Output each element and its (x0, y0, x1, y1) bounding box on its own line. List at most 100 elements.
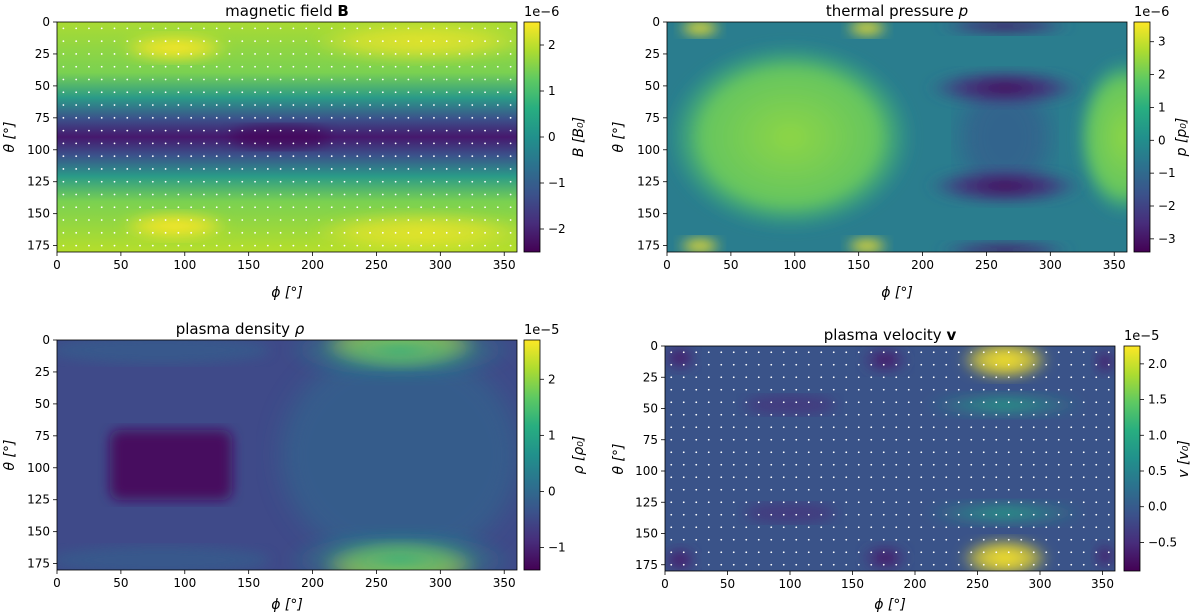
quiver-dot (75, 193, 78, 196)
quiver-dot (757, 438, 760, 441)
quiver-dot (190, 142, 193, 145)
quiver-dot (279, 231, 282, 234)
x-tick-label: 300 (1029, 577, 1052, 591)
quiver-dot (957, 451, 960, 454)
quiver-dot (113, 129, 116, 132)
quiver-dot (215, 231, 218, 234)
quiver-dot (433, 193, 435, 196)
quiver-dot (1070, 513, 1073, 516)
quiver-dot (982, 463, 985, 466)
quiver-dot (113, 116, 116, 119)
axes-frame (56, 21, 518, 253)
quiver-dot (932, 451, 935, 454)
quiver-dot (420, 206, 423, 209)
colorbar-ticks: −3 −2 −1 0 1 2 3 (1150, 35, 1176, 246)
quiver-dot (1020, 388, 1023, 391)
quiver-dot (215, 193, 218, 196)
quiver-dot (496, 78, 499, 81)
quiver-dot (445, 65, 448, 68)
quiver-dot (857, 463, 860, 466)
y-tick-label: 150 (635, 527, 658, 541)
quiver-dot (1045, 563, 1048, 566)
quiver-dot (215, 116, 218, 119)
quiver-dot (458, 231, 461, 234)
quiver-dot (343, 219, 346, 221)
quiver-dot (720, 551, 723, 554)
quiver-dot (907, 488, 910, 491)
quiver-dot (1045, 388, 1048, 391)
colorbar-tick-label: −0.5 (1148, 535, 1177, 549)
quiver-dot (1032, 351, 1035, 354)
quiver-dot (1007, 463, 1010, 466)
quiver-dot (982, 451, 985, 454)
quiver-dot (177, 168, 180, 170)
quiver-dot (445, 231, 448, 234)
quiver-dot (177, 104, 180, 106)
quiver-dot (1045, 476, 1048, 479)
quiver-dot (895, 488, 898, 491)
quiver-dot (177, 91, 180, 94)
quiver-dot (695, 526, 698, 529)
quiver-dot (164, 27, 167, 30)
quiver-dot (807, 526, 810, 529)
quiver-dot (266, 155, 269, 158)
quiver-dot (832, 501, 835, 504)
quiver-dot (1032, 551, 1035, 554)
quiver-dot (484, 40, 486, 43)
quiver-dot (190, 129, 193, 132)
quiver-dot (164, 219, 167, 221)
y-tick-label: 50 (35, 397, 50, 411)
quiver-dot (832, 476, 835, 479)
quiver-dot (995, 526, 998, 529)
quiver-dot (982, 426, 985, 429)
y-tick-label: 25 (643, 370, 658, 384)
quiver-dot (381, 53, 384, 55)
quiver-dot (757, 363, 760, 366)
quiver-dot (1045, 363, 1048, 366)
quiver-dot (88, 168, 90, 170)
quiver-dot (343, 244, 346, 247)
quiver-dot (215, 65, 218, 68)
quiver-dot (407, 219, 410, 221)
quiver-dot (164, 78, 167, 81)
quiver-dot (330, 231, 333, 234)
quiver-dot (857, 538, 860, 541)
quiver-dot (882, 401, 885, 404)
quiver-dot (707, 376, 710, 379)
quiver-dot (126, 219, 129, 221)
quiver-dot (957, 463, 960, 466)
quiver-dot (509, 231, 512, 234)
colorbar-label: p [p₀] (1174, 118, 1190, 158)
quiver-dot (254, 65, 256, 68)
quiver-dot (100, 231, 103, 234)
quiver-dot (1070, 388, 1073, 391)
quiver-dot (151, 104, 154, 106)
quiver-dot (241, 168, 244, 170)
quiver-dot (151, 116, 154, 119)
quiver-dot (770, 563, 773, 566)
quiver-dot (433, 78, 435, 81)
quiver-dot (770, 388, 773, 391)
colorbar-label: B [B₀] (571, 117, 587, 157)
quiver-dot (1007, 526, 1010, 529)
quiver-dot (682, 401, 685, 404)
quiver-dot (215, 40, 218, 43)
y-tick-label: 75 (643, 433, 658, 447)
quiver-dot (75, 129, 78, 132)
quiver-dot (1107, 351, 1110, 354)
quiver-dot (305, 40, 308, 43)
quiver-dot (957, 476, 960, 479)
quiver-dot (820, 513, 823, 516)
quiver-dot (241, 231, 244, 234)
quiver-dot (920, 563, 923, 566)
quiver-dot (982, 388, 985, 391)
quiver-dot (433, 129, 435, 132)
quiver-dot (1070, 563, 1073, 566)
quiver-dot (795, 476, 798, 479)
quiver-dot (139, 104, 141, 106)
quiver-dot (1020, 351, 1023, 354)
y-tick-label: 100 (27, 461, 50, 475)
quiver-dot (782, 563, 785, 566)
quiver-dot (820, 413, 823, 416)
quiver-dot (75, 142, 78, 145)
